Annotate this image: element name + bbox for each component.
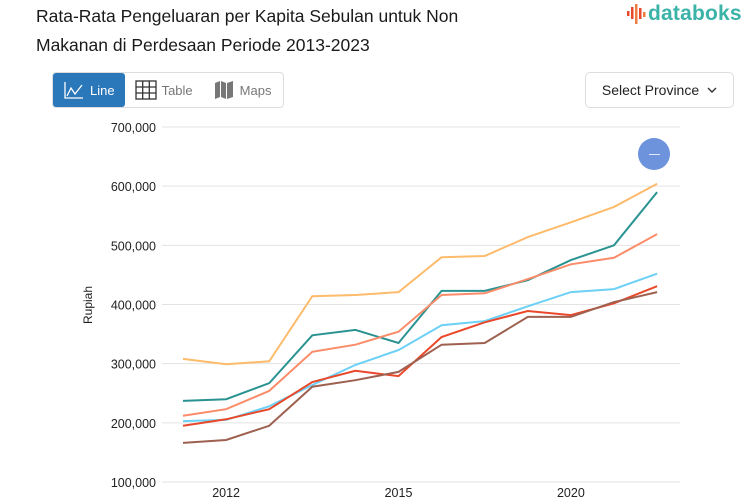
y-tick-label: 600,000 bbox=[111, 180, 156, 194]
zoom-out-button[interactable] bbox=[638, 138, 670, 170]
y-tick-label: 500,000 bbox=[111, 239, 156, 253]
y-tick-label: 300,000 bbox=[111, 358, 156, 372]
province-select-label: Select Province bbox=[601, 82, 700, 98]
tab-line-label: Line bbox=[90, 82, 115, 98]
series-line-5[interactable] bbox=[182, 291, 658, 444]
table-grid-icon bbox=[134, 80, 157, 100]
series-line-4[interactable] bbox=[182, 285, 658, 427]
map-icon bbox=[214, 81, 233, 99]
x-tick-label: 2020 bbox=[557, 486, 585, 498]
y-tick-label: 400,000 bbox=[111, 299, 156, 313]
databoks-logo: databoks bbox=[626, 2, 742, 26]
tab-maps-label: Maps bbox=[239, 82, 272, 98]
tab-table[interactable]: Table bbox=[125, 73, 203, 107]
series-line-3[interactable] bbox=[182, 272, 658, 423]
x-tick-label: 2015 bbox=[385, 486, 413, 498]
tab-maps[interactable]: Maps bbox=[203, 73, 282, 107]
series-line-1[interactable] bbox=[182, 191, 658, 402]
x-tick-label: 2012 bbox=[212, 486, 240, 498]
tab-line[interactable]: Line bbox=[53, 73, 125, 107]
chevron-down-icon bbox=[707, 87, 717, 93]
series-line-2[interactable] bbox=[182, 233, 658, 417]
tab-table-label: Table bbox=[161, 82, 193, 98]
y-tick-label: 200,000 bbox=[111, 417, 156, 431]
minus-icon bbox=[648, 153, 660, 155]
logo-text: databoks bbox=[648, 2, 742, 25]
y-axis-label: Rupiah bbox=[81, 286, 95, 324]
line-chart-icon bbox=[64, 82, 83, 99]
series-line-0[interactable] bbox=[182, 182, 658, 366]
view-tabs: Line Table Maps bbox=[52, 72, 284, 108]
chart-title: Rata-Rata Pengeluaran per Kapita Sebulan… bbox=[36, 6, 459, 55]
province-select[interactable]: Select Province bbox=[585, 72, 734, 108]
logo-bars-icon bbox=[627, 4, 646, 24]
y-tick-label: 700,000 bbox=[111, 121, 156, 135]
y-tick-label: 100,000 bbox=[111, 476, 156, 490]
